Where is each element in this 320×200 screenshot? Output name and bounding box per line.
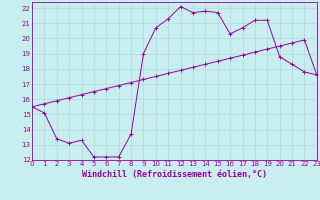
X-axis label: Windchill (Refroidissement éolien,°C): Windchill (Refroidissement éolien,°C) [82, 170, 267, 179]
